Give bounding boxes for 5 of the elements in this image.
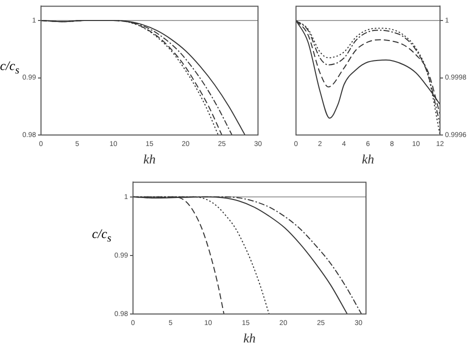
x-axis-title: kh (243, 330, 256, 346)
x-axis-title: kh (362, 152, 374, 167)
y-axis-title: c/c$_{s}$ (92, 226, 112, 245)
y-axis-title: c/c$_{s}$ (0, 58, 20, 77)
x-axis-title: kh (143, 152, 156, 167)
